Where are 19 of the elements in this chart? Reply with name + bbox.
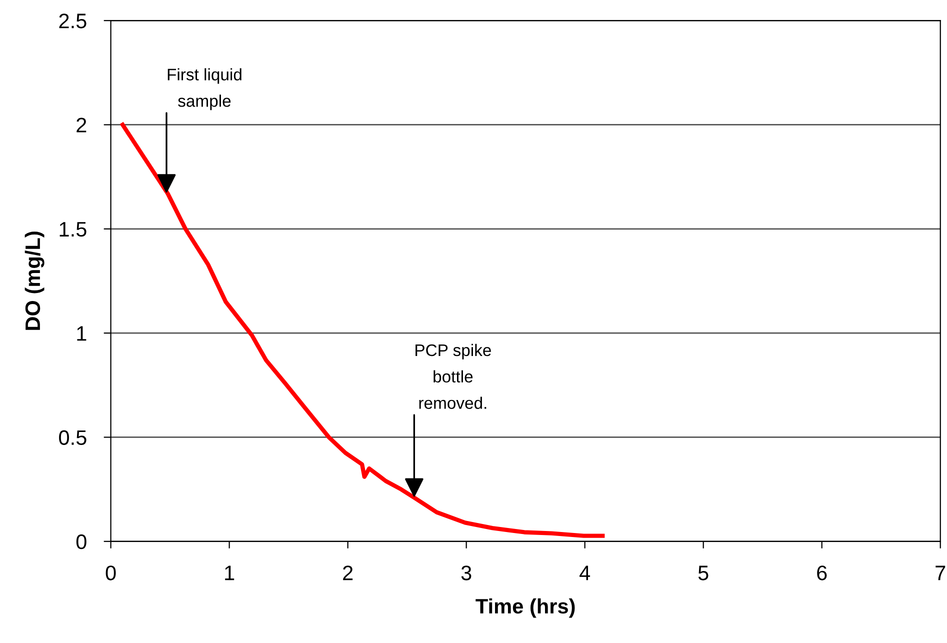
annotation: First liquid sample [168,68,242,110]
annotation: PCP spike bottle removed. [416,344,491,409]
x-tick-label: 3 [461,566,472,580]
x-tick-label: 1 [225,566,234,580]
x-tick-label: 0 [106,566,116,580]
x-axis-title: Time (hrs) [476,598,575,618]
y-tick-label: 2.5 [59,14,86,28]
x-tick-label: 2 [343,566,353,580]
y-tick-label: 0 [76,534,86,550]
x-tick-label: 6 [817,566,827,580]
y-tick-label: 0.5 [59,430,86,445]
y-tick-label: 1.5 [60,222,86,237]
x-tick-label: 4 [580,566,590,580]
line-series [120,122,605,538]
y-tick-label: 1 [77,326,86,341]
x-tick-label: 7 [936,566,946,580]
y-tick-label: 2 [76,118,86,132]
y-axis-title: DO (mg/L) [24,232,44,330]
x-tick-label: 5 [698,566,708,580]
